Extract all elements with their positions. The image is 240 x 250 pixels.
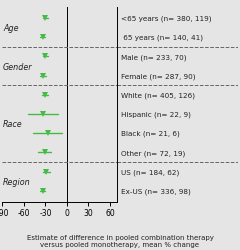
Text: 65 years (n= 140, 41): 65 years (n= 140, 41)	[121, 35, 203, 41]
Text: Female (n= 287, 90): Female (n= 287, 90)	[121, 73, 195, 80]
Text: US (n= 184, 62): US (n= 184, 62)	[121, 169, 179, 175]
Text: Male (n= 233, 70): Male (n= 233, 70)	[121, 54, 186, 60]
Text: White (n= 405, 126): White (n= 405, 126)	[121, 92, 195, 99]
Text: Other (n= 72, 19): Other (n= 72, 19)	[121, 150, 185, 156]
Text: Ex-US (n= 336, 98): Ex-US (n= 336, 98)	[121, 188, 191, 194]
Text: Age: Age	[3, 24, 19, 33]
Text: Hispanic (n= 22, 9): Hispanic (n= 22, 9)	[121, 111, 191, 118]
Text: Estimate of difference in pooled combination therapy
versus pooled monotherapy, : Estimate of difference in pooled combina…	[27, 234, 213, 248]
Text: <65 years (n= 380, 119): <65 years (n= 380, 119)	[121, 16, 211, 22]
Text: Gender: Gender	[3, 62, 33, 71]
Text: Region: Region	[3, 177, 31, 186]
Text: Race: Race	[3, 120, 23, 128]
Text: Black (n= 21, 6): Black (n= 21, 6)	[121, 130, 180, 137]
